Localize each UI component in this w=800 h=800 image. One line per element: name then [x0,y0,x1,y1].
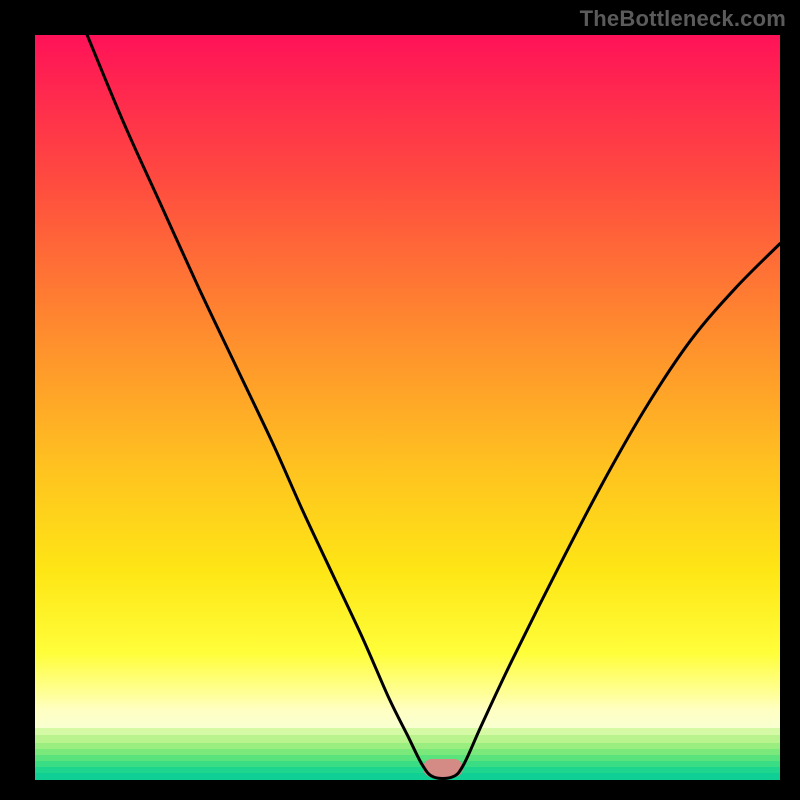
curve-path [87,35,780,779]
chart-frame: TheBottleneck.com [0,0,800,800]
bottleneck-curve [35,35,780,780]
watermark-text: TheBottleneck.com [580,6,786,32]
plot-area [35,35,780,780]
